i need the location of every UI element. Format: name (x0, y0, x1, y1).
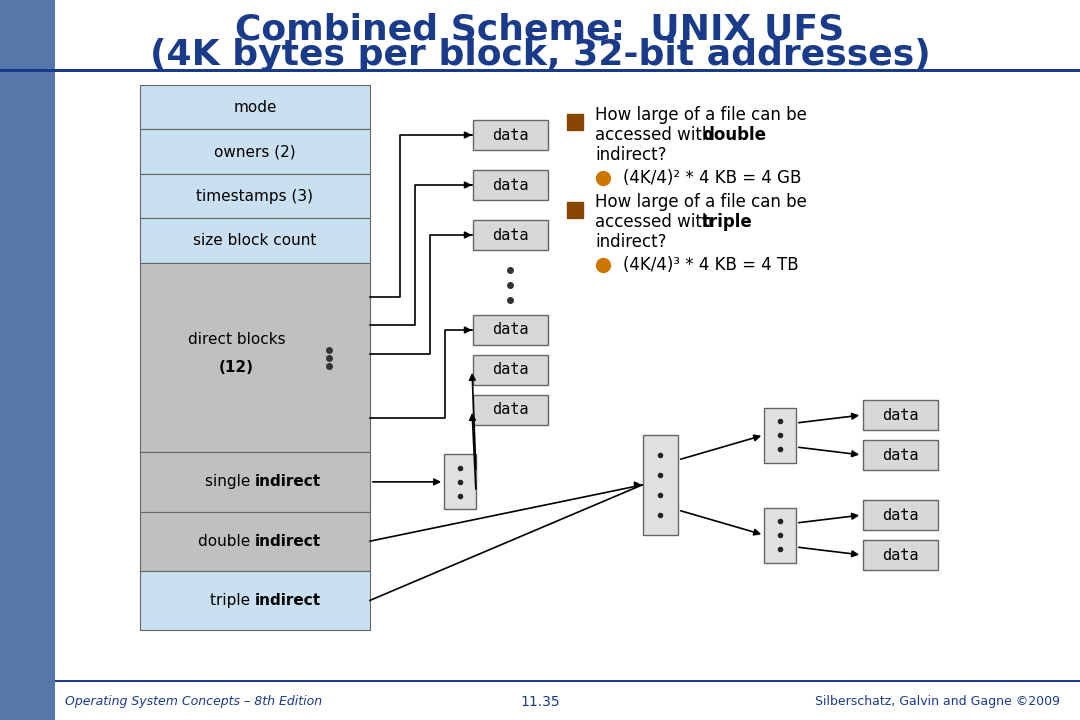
Bar (0, 680, 1080, 682)
Text: accessed with: accessed with (595, 126, 717, 144)
Bar (473, 120, 548, 150)
Text: data: data (881, 448, 918, 462)
Text: data: data (881, 508, 918, 523)
Bar (140, 85, 370, 130)
Text: accessed with: accessed with (595, 213, 717, 231)
Text: triple: triple (702, 213, 753, 231)
Bar (863, 540, 937, 570)
Text: indirect: indirect (255, 534, 321, 549)
Bar (0, 680, 55, 720)
Bar (863, 400, 937, 430)
Text: double: double (198, 534, 255, 549)
Bar (140, 174, 370, 218)
Text: triple: triple (210, 593, 255, 608)
Bar (473, 395, 548, 425)
Text: indirect: indirect (255, 474, 321, 490)
Bar (863, 440, 937, 470)
Text: data: data (881, 547, 918, 562)
Text: 11.35: 11.35 (521, 695, 559, 709)
Text: Combined Scheme:  UNIX UFS: Combined Scheme: UNIX UFS (235, 13, 845, 47)
Bar (0, 680, 1080, 720)
Text: (12): (12) (219, 360, 254, 375)
Text: indirect?: indirect? (595, 146, 666, 164)
Text: size block count: size block count (193, 233, 316, 248)
Text: double: double (702, 126, 766, 144)
Bar (473, 170, 548, 200)
Text: (4K/4)² * 4 KB = 4 GB: (4K/4)² * 4 KB = 4 GB (623, 169, 801, 187)
Text: How large of a file can be: How large of a file can be (595, 193, 807, 211)
Text: How large of a file can be: How large of a file can be (595, 106, 807, 124)
Bar (0, 0, 55, 720)
Bar (764, 508, 796, 562)
Bar (863, 500, 937, 530)
Text: single: single (205, 474, 255, 490)
Bar (140, 571, 370, 630)
Text: owners (2): owners (2) (214, 144, 296, 159)
Text: Silberschatz, Galvin and Gagne ©2009: Silberschatz, Galvin and Gagne ©2009 (815, 696, 1059, 708)
Text: data: data (491, 178, 528, 192)
Bar (473, 355, 548, 385)
Text: indirect: indirect (255, 593, 321, 608)
Text: data: data (491, 127, 528, 143)
Text: data: data (491, 362, 528, 377)
Bar (764, 408, 796, 462)
Text: data: data (881, 408, 918, 423)
Text: mode: mode (233, 99, 276, 114)
Text: timestamps (3): timestamps (3) (197, 189, 313, 204)
Text: data: data (491, 323, 528, 338)
Bar (140, 218, 370, 263)
Bar (444, 454, 476, 510)
Text: (4K bytes per block, 32-bit addresses): (4K bytes per block, 32-bit addresses) (150, 38, 930, 72)
Bar (140, 130, 370, 174)
Text: data: data (491, 402, 528, 418)
Bar (140, 511, 370, 571)
Text: indirect?: indirect? (595, 233, 666, 251)
Text: (4K/4)³ * 4 KB = 4 TB: (4K/4)³ * 4 KB = 4 TB (623, 256, 798, 274)
Bar (140, 452, 370, 511)
Bar (140, 263, 370, 452)
Bar (473, 315, 548, 345)
Text: direct blocks: direct blocks (188, 332, 285, 347)
Text: data: data (491, 228, 528, 243)
Bar (643, 435, 677, 535)
Bar (0, 69, 1080, 72)
Bar (473, 220, 548, 250)
Text: Operating System Concepts – 8th Edition: Operating System Concepts – 8th Edition (65, 696, 322, 708)
